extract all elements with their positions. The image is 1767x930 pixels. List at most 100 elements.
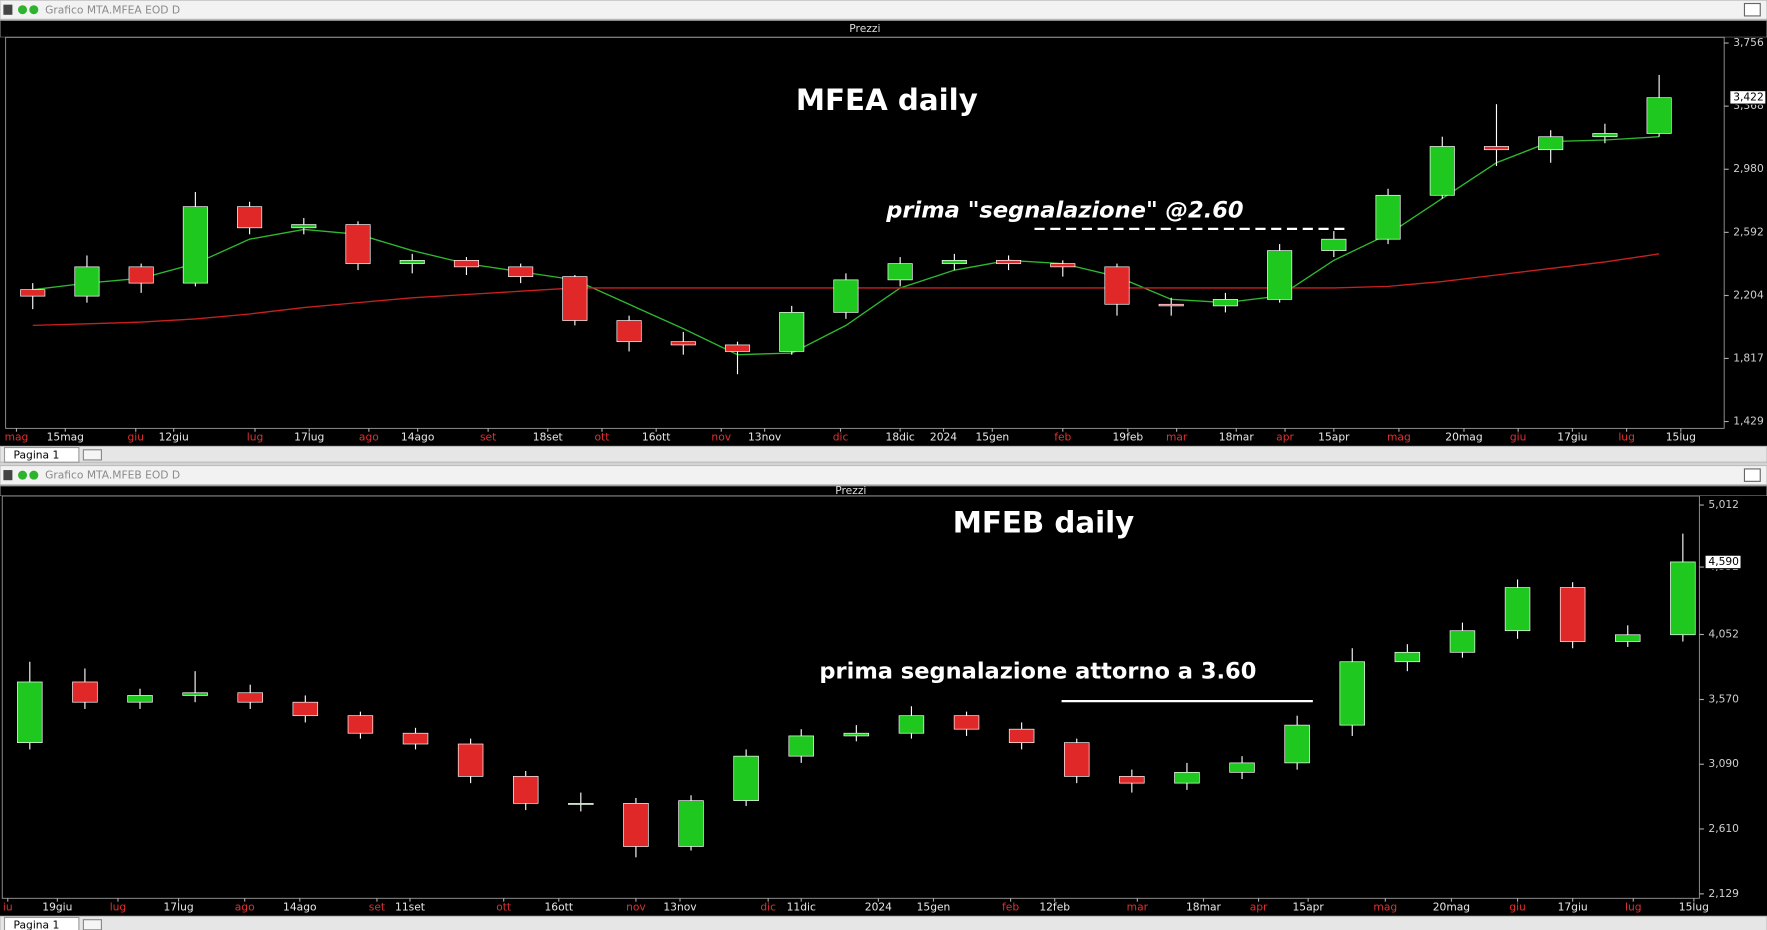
y-tick-label: 5,012 bbox=[1708, 498, 1739, 511]
candle-body bbox=[1449, 630, 1476, 653]
x-tick-label: lug bbox=[1625, 900, 1642, 913]
candle-body bbox=[996, 260, 1022, 264]
x-tick-label: 19feb bbox=[1112, 430, 1143, 443]
tab-label: Pagina 1 bbox=[14, 918, 60, 930]
candle-body bbox=[1267, 250, 1293, 300]
y-tick-label: 3,756 bbox=[1733, 36, 1764, 49]
candle-body bbox=[1429, 146, 1455, 196]
candle-body bbox=[453, 260, 479, 268]
annotation: prima segnalazione attorno a 3.60 bbox=[819, 658, 1256, 684]
window-title: Grafico MTA.MFEB EOD D bbox=[45, 469, 180, 482]
candle-body bbox=[1321, 238, 1347, 251]
x-tick-label: mar bbox=[1127, 900, 1149, 913]
x-tick-label: set bbox=[369, 900, 385, 913]
candle-body bbox=[20, 289, 46, 297]
tab-bar bbox=[0, 915, 1767, 930]
candle-body bbox=[833, 279, 859, 313]
tab-add[interactable] bbox=[82, 919, 102, 930]
x-tick-label: lug bbox=[110, 900, 127, 913]
candle-body bbox=[128, 266, 154, 284]
menu-icon bbox=[3, 470, 13, 481]
candle-body bbox=[1538, 136, 1564, 151]
status-dot[interactable] bbox=[29, 5, 39, 15]
x-tick-label: 15apr bbox=[1318, 430, 1350, 443]
close-button[interactable] bbox=[1743, 2, 1761, 17]
x-tick-label: 12giu bbox=[159, 430, 189, 443]
last-price-label: 3,422 bbox=[1733, 90, 1764, 103]
x-tick-label: dic bbox=[833, 430, 849, 443]
x-tick-label: 18set bbox=[533, 430, 563, 443]
candle-body bbox=[1229, 762, 1255, 773]
x-tick-label: giu bbox=[1510, 430, 1527, 443]
candle-body bbox=[616, 320, 642, 343]
annotation: MFEA daily bbox=[796, 83, 978, 117]
x-tick-label: 15lug bbox=[1679, 900, 1709, 913]
y-tick-label: 4,052 bbox=[1708, 627, 1739, 640]
panel-title: Prezzi bbox=[849, 22, 880, 35]
candle-body bbox=[345, 224, 371, 264]
candle-body bbox=[1064, 742, 1090, 777]
candle-body bbox=[399, 260, 425, 264]
tab[interactable] bbox=[3, 446, 80, 463]
y-tick-label: 2,592 bbox=[1733, 225, 1764, 238]
status-dot[interactable] bbox=[18, 470, 28, 480]
candle-body bbox=[1559, 587, 1586, 642]
x-tick-label: 15lug bbox=[1666, 430, 1696, 443]
x-tick-label: lug bbox=[1618, 430, 1635, 443]
x-tick-label: giu bbox=[1509, 900, 1526, 913]
candle-body bbox=[1670, 561, 1696, 636]
menu-icon bbox=[3, 4, 13, 15]
x-tick-label: ago bbox=[359, 430, 379, 443]
y-tick-label: 3,570 bbox=[1708, 693, 1739, 706]
y-tick-label: 1,817 bbox=[1733, 351, 1764, 364]
y-tick-label: 2,204 bbox=[1733, 288, 1764, 301]
candle-body bbox=[779, 312, 805, 352]
candle-body bbox=[182, 206, 208, 284]
x-tick-label: 11dic bbox=[787, 900, 816, 913]
candle-body bbox=[127, 695, 153, 703]
tab-add[interactable] bbox=[82, 449, 102, 461]
x-tick-label: 2024 bbox=[865, 900, 892, 913]
candle-body bbox=[1119, 776, 1145, 784]
x-tick-label: dic bbox=[760, 900, 776, 913]
tab-label: Pagina 1 bbox=[14, 448, 60, 461]
x-tick-label: 13nov bbox=[748, 430, 781, 443]
last-price-tag bbox=[1729, 90, 1767, 105]
candle-body bbox=[72, 681, 98, 703]
x-tick-label: lug bbox=[247, 430, 264, 443]
x-tick-label: 18dic bbox=[886, 430, 915, 443]
candle-body bbox=[898, 715, 925, 734]
candle-body bbox=[1284, 724, 1310, 764]
x-tick-label: 2024 bbox=[930, 430, 957, 443]
candle-body bbox=[670, 341, 696, 346]
chart-window: Grafico MTA.MFEA EOD DPrezzi3,7563,3682,… bbox=[0, 0, 1767, 463]
x-tick-label: 17lug bbox=[164, 900, 194, 913]
close-button[interactable] bbox=[1743, 468, 1761, 482]
x-tick-label: nov bbox=[711, 430, 731, 443]
plot-frame bbox=[1, 495, 1700, 899]
candle-body bbox=[1158, 303, 1184, 307]
candle-body bbox=[941, 260, 967, 264]
tab[interactable] bbox=[3, 916, 80, 930]
x-tick-label: feb bbox=[1054, 430, 1071, 443]
candle-body bbox=[568, 803, 594, 805]
x-tick-label: 18mar bbox=[1186, 900, 1222, 913]
title-bar bbox=[0, 465, 1767, 486]
candle-body bbox=[733, 755, 759, 801]
x-tick-label: mag bbox=[1387, 430, 1411, 443]
plot-area bbox=[0, 495, 1767, 917]
candle-body bbox=[237, 692, 263, 703]
x-tick-label: 15apr bbox=[1292, 900, 1324, 913]
status-dot[interactable] bbox=[29, 470, 39, 480]
panel-header bbox=[0, 485, 1767, 497]
status-dot[interactable] bbox=[18, 5, 28, 15]
x-tick-label: ago bbox=[235, 900, 255, 913]
y-tick-label: 2,610 bbox=[1708, 822, 1739, 835]
x-tick-label: 13nov bbox=[663, 900, 696, 913]
x-tick-label: mar bbox=[1166, 430, 1188, 443]
candle-body bbox=[562, 276, 588, 321]
x-tick-label: 18mar bbox=[1219, 430, 1255, 443]
x-tick-label: apr bbox=[1276, 430, 1294, 443]
candle-body bbox=[347, 715, 374, 734]
